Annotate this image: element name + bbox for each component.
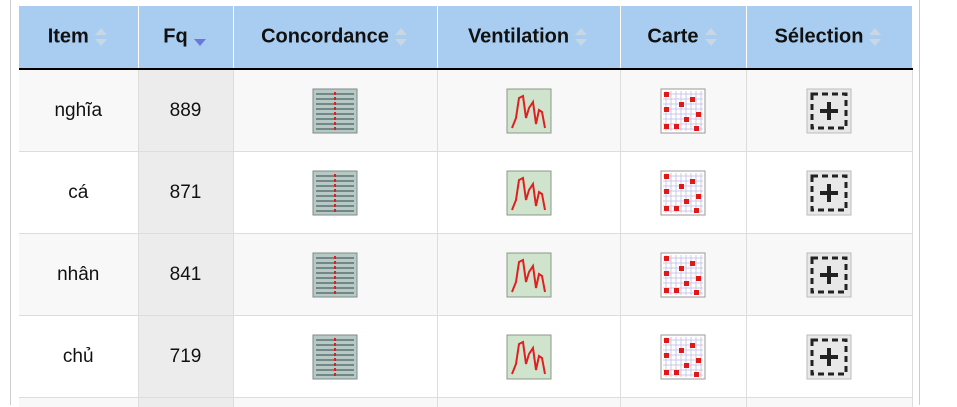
column-header[interactable]: Item	[19, 6, 138, 69]
header-label: Item	[48, 26, 89, 48]
empty-cell	[620, 398, 746, 407]
header-label: Sélection	[775, 26, 864, 48]
ventilation-cell	[437, 69, 620, 152]
partial-row	[19, 398, 912, 407]
carte-icon[interactable]	[660, 334, 706, 380]
header-label: Concordance	[261, 26, 389, 48]
selection-cell	[746, 316, 912, 398]
item-cell: nhân	[19, 234, 138, 316]
carte-cell	[620, 152, 746, 234]
sort-arrow[interactable]	[573, 25, 589, 49]
column-header[interactable]: Ventilation	[437, 6, 620, 69]
concordance-cell	[233, 152, 437, 234]
sort-arrow[interactable]	[703, 25, 719, 49]
sort-arrow[interactable]	[192, 25, 208, 49]
concordance-cell	[233, 69, 437, 152]
column-header[interactable]: Sélection	[746, 6, 912, 69]
sort-arrow[interactable]	[93, 25, 109, 49]
header-label: Carte	[647, 26, 698, 48]
selection-icon[interactable]	[806, 334, 852, 380]
header-label: Ventilation	[468, 26, 569, 48]
selection-icon[interactable]	[806, 170, 852, 216]
empty-cell	[746, 398, 912, 407]
ventilation-icon[interactable]	[506, 334, 552, 380]
column-header[interactable]: Concordance	[233, 6, 437, 69]
header-label: Fq	[163, 26, 187, 48]
sort-arrow[interactable]	[867, 25, 883, 49]
empty-cell	[437, 398, 620, 407]
selection-icon[interactable]	[806, 252, 852, 298]
fq-cell: 871	[138, 152, 233, 234]
carte-icon[interactable]	[660, 88, 706, 134]
header-row: Item Fq Concordance Ventilation Carte Sélecti…	[19, 6, 912, 69]
column-header[interactable]: Carte	[620, 6, 746, 69]
empty-cell	[19, 398, 138, 407]
fq-cell: 841	[138, 234, 233, 316]
frequency-table: Item Fq Concordance Ventilation Carte Sélecti…	[19, 6, 913, 407]
ventilation-cell	[437, 316, 620, 398]
concordance-icon[interactable]	[312, 170, 358, 216]
carte-icon[interactable]	[660, 252, 706, 298]
item-cell: nghĩa	[19, 69, 138, 152]
ventilation-cell	[437, 152, 620, 234]
ventilation-icon[interactable]	[506, 88, 552, 134]
item-cell: chủ	[19, 316, 138, 398]
selection-cell	[746, 69, 912, 152]
carte-icon[interactable]	[660, 170, 706, 216]
empty-cell	[138, 398, 233, 407]
concordance-icon[interactable]	[312, 334, 358, 380]
fq-cell: 889	[138, 69, 233, 152]
carte-cell	[620, 316, 746, 398]
concordance-icon[interactable]	[312, 252, 358, 298]
concordance-icon[interactable]	[312, 88, 358, 134]
selection-icon[interactable]	[806, 88, 852, 134]
item-cell: cá	[19, 152, 138, 234]
ventilation-icon[interactable]	[506, 170, 552, 216]
carte-cell	[620, 234, 746, 316]
concordance-cell	[233, 316, 437, 398]
sort-arrow[interactable]	[393, 25, 409, 49]
empty-cell	[233, 398, 437, 407]
column-header[interactable]: Fq	[138, 6, 233, 69]
selection-cell	[746, 234, 912, 316]
ventilation-cell	[437, 234, 620, 316]
concordance-cell	[233, 234, 437, 316]
selection-cell	[746, 152, 912, 234]
carte-cell	[620, 69, 746, 152]
ventilation-icon[interactable]	[506, 252, 552, 298]
fq-cell: 719	[138, 316, 233, 398]
